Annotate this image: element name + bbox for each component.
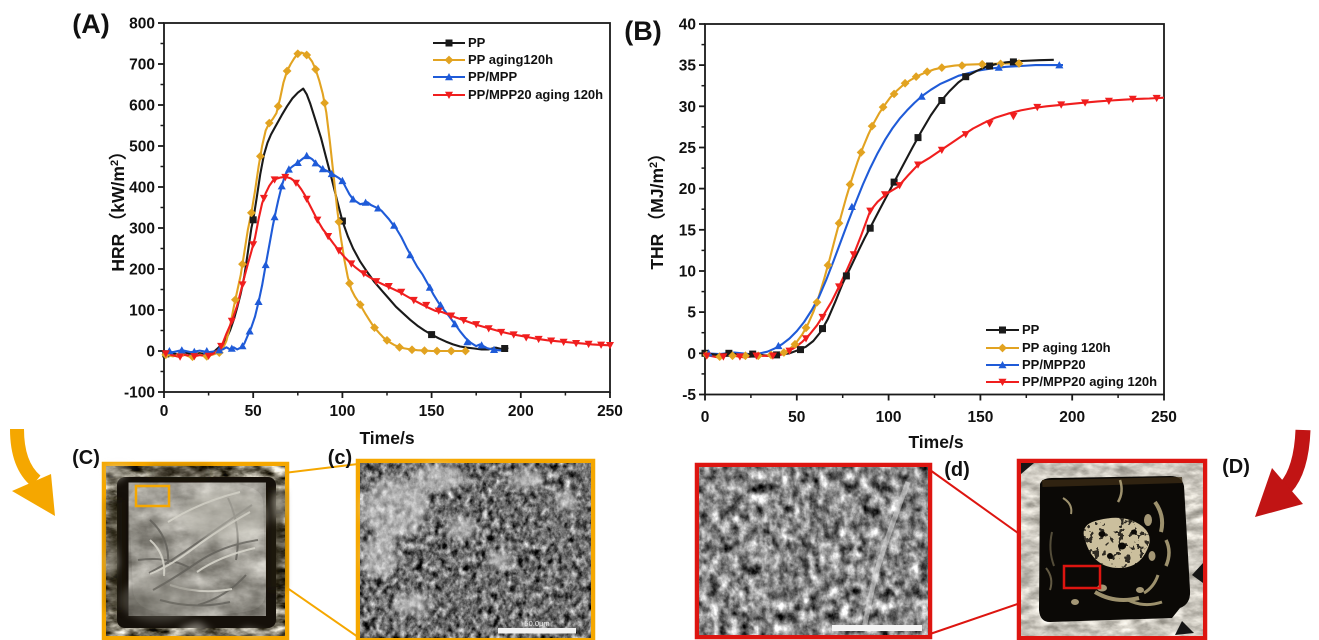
svg-text:200: 200 bbox=[129, 262, 155, 279]
svg-text:Time/s: Time/s bbox=[908, 432, 963, 452]
svg-text:700: 700 bbox=[129, 57, 155, 74]
svg-text:HRR （kW/m2）: HRR （kW/m2） bbox=[108, 142, 128, 271]
svg-text:40: 40 bbox=[679, 17, 696, 34]
svg-text:25: 25 bbox=[679, 140, 697, 157]
svg-text:(C): (C) bbox=[72, 447, 100, 469]
svg-text:400: 400 bbox=[129, 180, 155, 197]
svg-text:-5: -5 bbox=[682, 387, 696, 404]
svg-text:200: 200 bbox=[1059, 409, 1085, 426]
svg-text:PP/MPP20 aging 120h: PP/MPP20 aging 120h bbox=[468, 87, 603, 102]
svg-text:(D): (D) bbox=[1222, 456, 1250, 478]
svg-text:(B): (B) bbox=[624, 16, 661, 46]
svg-text:20: 20 bbox=[679, 181, 696, 198]
svg-text:PP/MPP20 aging 120h: PP/MPP20 aging 120h bbox=[1022, 374, 1157, 389]
svg-text:250: 250 bbox=[597, 403, 623, 420]
svg-text:PP aging 120h: PP aging 120h bbox=[1022, 340, 1111, 355]
svg-text:50: 50 bbox=[245, 403, 262, 420]
svg-text:5: 5 bbox=[687, 305, 696, 322]
svg-text:15: 15 bbox=[679, 222, 697, 239]
svg-text:30: 30 bbox=[679, 99, 696, 116]
svg-text:0: 0 bbox=[160, 403, 169, 420]
svg-text:PP: PP bbox=[1022, 322, 1040, 337]
svg-text:150: 150 bbox=[967, 409, 993, 426]
svg-text:PP: PP bbox=[468, 35, 486, 50]
svg-text:500: 500 bbox=[129, 139, 155, 156]
svg-text:50.0μm: 50.0μm bbox=[524, 619, 549, 628]
svg-text:0: 0 bbox=[146, 344, 155, 361]
svg-text:PP/MPP20: PP/MPP20 bbox=[1022, 357, 1086, 372]
svg-text:100: 100 bbox=[876, 409, 902, 426]
svg-text:250: 250 bbox=[1151, 409, 1177, 426]
svg-text:100: 100 bbox=[129, 303, 155, 320]
svg-text:-100: -100 bbox=[124, 385, 155, 402]
svg-text:100: 100 bbox=[329, 403, 355, 420]
svg-text:200: 200 bbox=[508, 403, 534, 420]
svg-text:300: 300 bbox=[129, 221, 155, 238]
svg-text:10: 10 bbox=[679, 264, 696, 281]
svg-text:600: 600 bbox=[129, 98, 155, 115]
svg-text:THR （MJ/m2）: THR （MJ/m2） bbox=[647, 144, 667, 269]
svg-text:PP aging120h: PP aging120h bbox=[468, 52, 553, 67]
svg-text:35: 35 bbox=[679, 58, 697, 75]
svg-text:(A): (A) bbox=[72, 9, 109, 39]
svg-text:0: 0 bbox=[687, 346, 696, 363]
svg-text:150: 150 bbox=[419, 403, 445, 420]
svg-text:50: 50 bbox=[788, 409, 805, 426]
svg-text:(c): (c) bbox=[328, 447, 352, 469]
svg-text:PP/MPP: PP/MPP bbox=[468, 69, 517, 84]
svg-text:(d): (d) bbox=[944, 459, 970, 481]
svg-text:800: 800 bbox=[129, 16, 155, 33]
svg-text:0: 0 bbox=[701, 409, 710, 426]
svg-text:Time/s: Time/s bbox=[359, 428, 414, 448]
